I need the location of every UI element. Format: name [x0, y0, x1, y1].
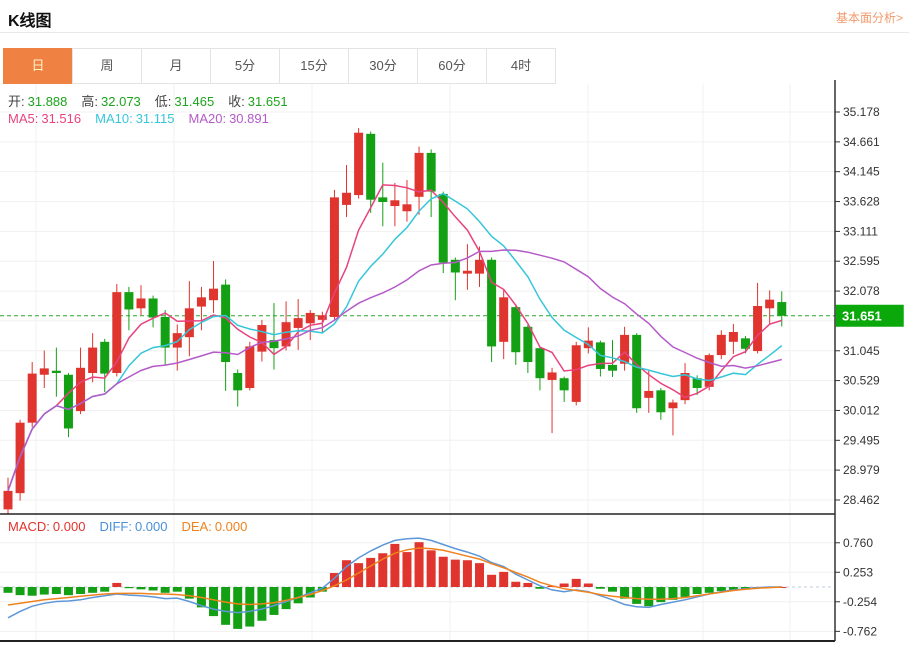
legend-label: 高:	[81, 94, 99, 109]
legend-label: 收:	[228, 94, 245, 109]
macd-legend: MACD: 0.000 DIFF: 0.000 DEA: 0.000	[8, 519, 261, 534]
legend-value: 31.465	[174, 94, 215, 109]
legend-label: DIFF:	[99, 519, 132, 534]
legend-value: 31.115	[135, 111, 175, 126]
diff-line	[7, 537, 782, 619]
legend-label: MACD:	[8, 519, 50, 534]
svg-text:0.760: 0.760	[843, 536, 873, 550]
svg-text:-0.762: -0.762	[843, 624, 877, 638]
svg-text:33.628: 33.628	[843, 195, 880, 209]
page-title: K线图	[8, 13, 52, 30]
svg-text:32.078: 32.078	[843, 284, 880, 298]
current-price-badge	[835, 304, 904, 327]
legend-value: 30.891	[229, 111, 269, 126]
legend-value: 31.888	[27, 94, 68, 109]
svg-text:32.595: 32.595	[843, 254, 880, 268]
svg-text:34.661: 34.661	[843, 135, 880, 149]
legend-value: 31.516	[41, 111, 82, 126]
tab-15分[interactable]: 15分	[279, 48, 349, 84]
legend-value: 0.000	[52, 519, 86, 534]
legend-value: 0.000	[214, 519, 248, 534]
tab-60分[interactable]: 60分	[417, 48, 487, 84]
period-tabs: 日周月 5分 15分 30分 60分 4时	[3, 48, 556, 84]
ma5-line	[7, 184, 783, 492]
dea-line	[7, 547, 782, 606]
legend-label: 开:	[8, 94, 25, 109]
tab-30分[interactable]: 30分	[348, 48, 418, 84]
tab-周[interactable]: 周	[72, 48, 142, 84]
ma20-line	[7, 249, 782, 492]
ma-legend: MA5: 31.516 MA10: 31.115 MA20: 30.891	[8, 111, 283, 126]
legend-label: MA5:	[8, 111, 39, 126]
legend-label: MA10:	[95, 111, 133, 126]
legend-label: MA20:	[188, 111, 227, 126]
tab-5分[interactable]: 5分	[210, 48, 280, 84]
legend-value: 31.651	[247, 94, 288, 109]
svg-text:-0.254: -0.254	[843, 595, 877, 609]
fundamental-analysis-link[interactable]: 基本面分析>	[835, 11, 903, 25]
page-header: K线图 基本面分析>	[0, 0, 909, 33]
svg-text:29.495: 29.495	[843, 433, 880, 447]
tab-月[interactable]: 月	[141, 48, 211, 84]
legend-value: 0.000	[134, 519, 168, 534]
tab-日[interactable]: 日	[3, 48, 73, 84]
ma10-line	[7, 192, 783, 492]
svg-text:31.651: 31.651	[842, 308, 882, 323]
candles-layer	[3, 128, 787, 514]
legend-label: DEA:	[181, 519, 212, 534]
svg-text:30.529: 30.529	[843, 374, 880, 388]
legend-value: 32.073	[101, 94, 141, 109]
svg-text:33.111: 33.111	[843, 224, 878, 238]
svg-text:28.462: 28.462	[843, 493, 880, 507]
legend-label: 低:	[154, 94, 172, 109]
svg-text:35.178: 35.178	[843, 105, 880, 119]
svg-text:0.253: 0.253	[843, 565, 873, 579]
svg-text:34.145: 34.145	[843, 165, 880, 179]
ohlc-legend: 开: 31.888 高: 32.073 低: 31.465 收: 31.651	[8, 91, 302, 110]
svg-text:30.012: 30.012	[843, 403, 880, 417]
tab-4时[interactable]: 4时	[486, 48, 556, 84]
svg-text:28.979: 28.979	[843, 463, 880, 477]
svg-text:31.045: 31.045	[843, 344, 880, 358]
